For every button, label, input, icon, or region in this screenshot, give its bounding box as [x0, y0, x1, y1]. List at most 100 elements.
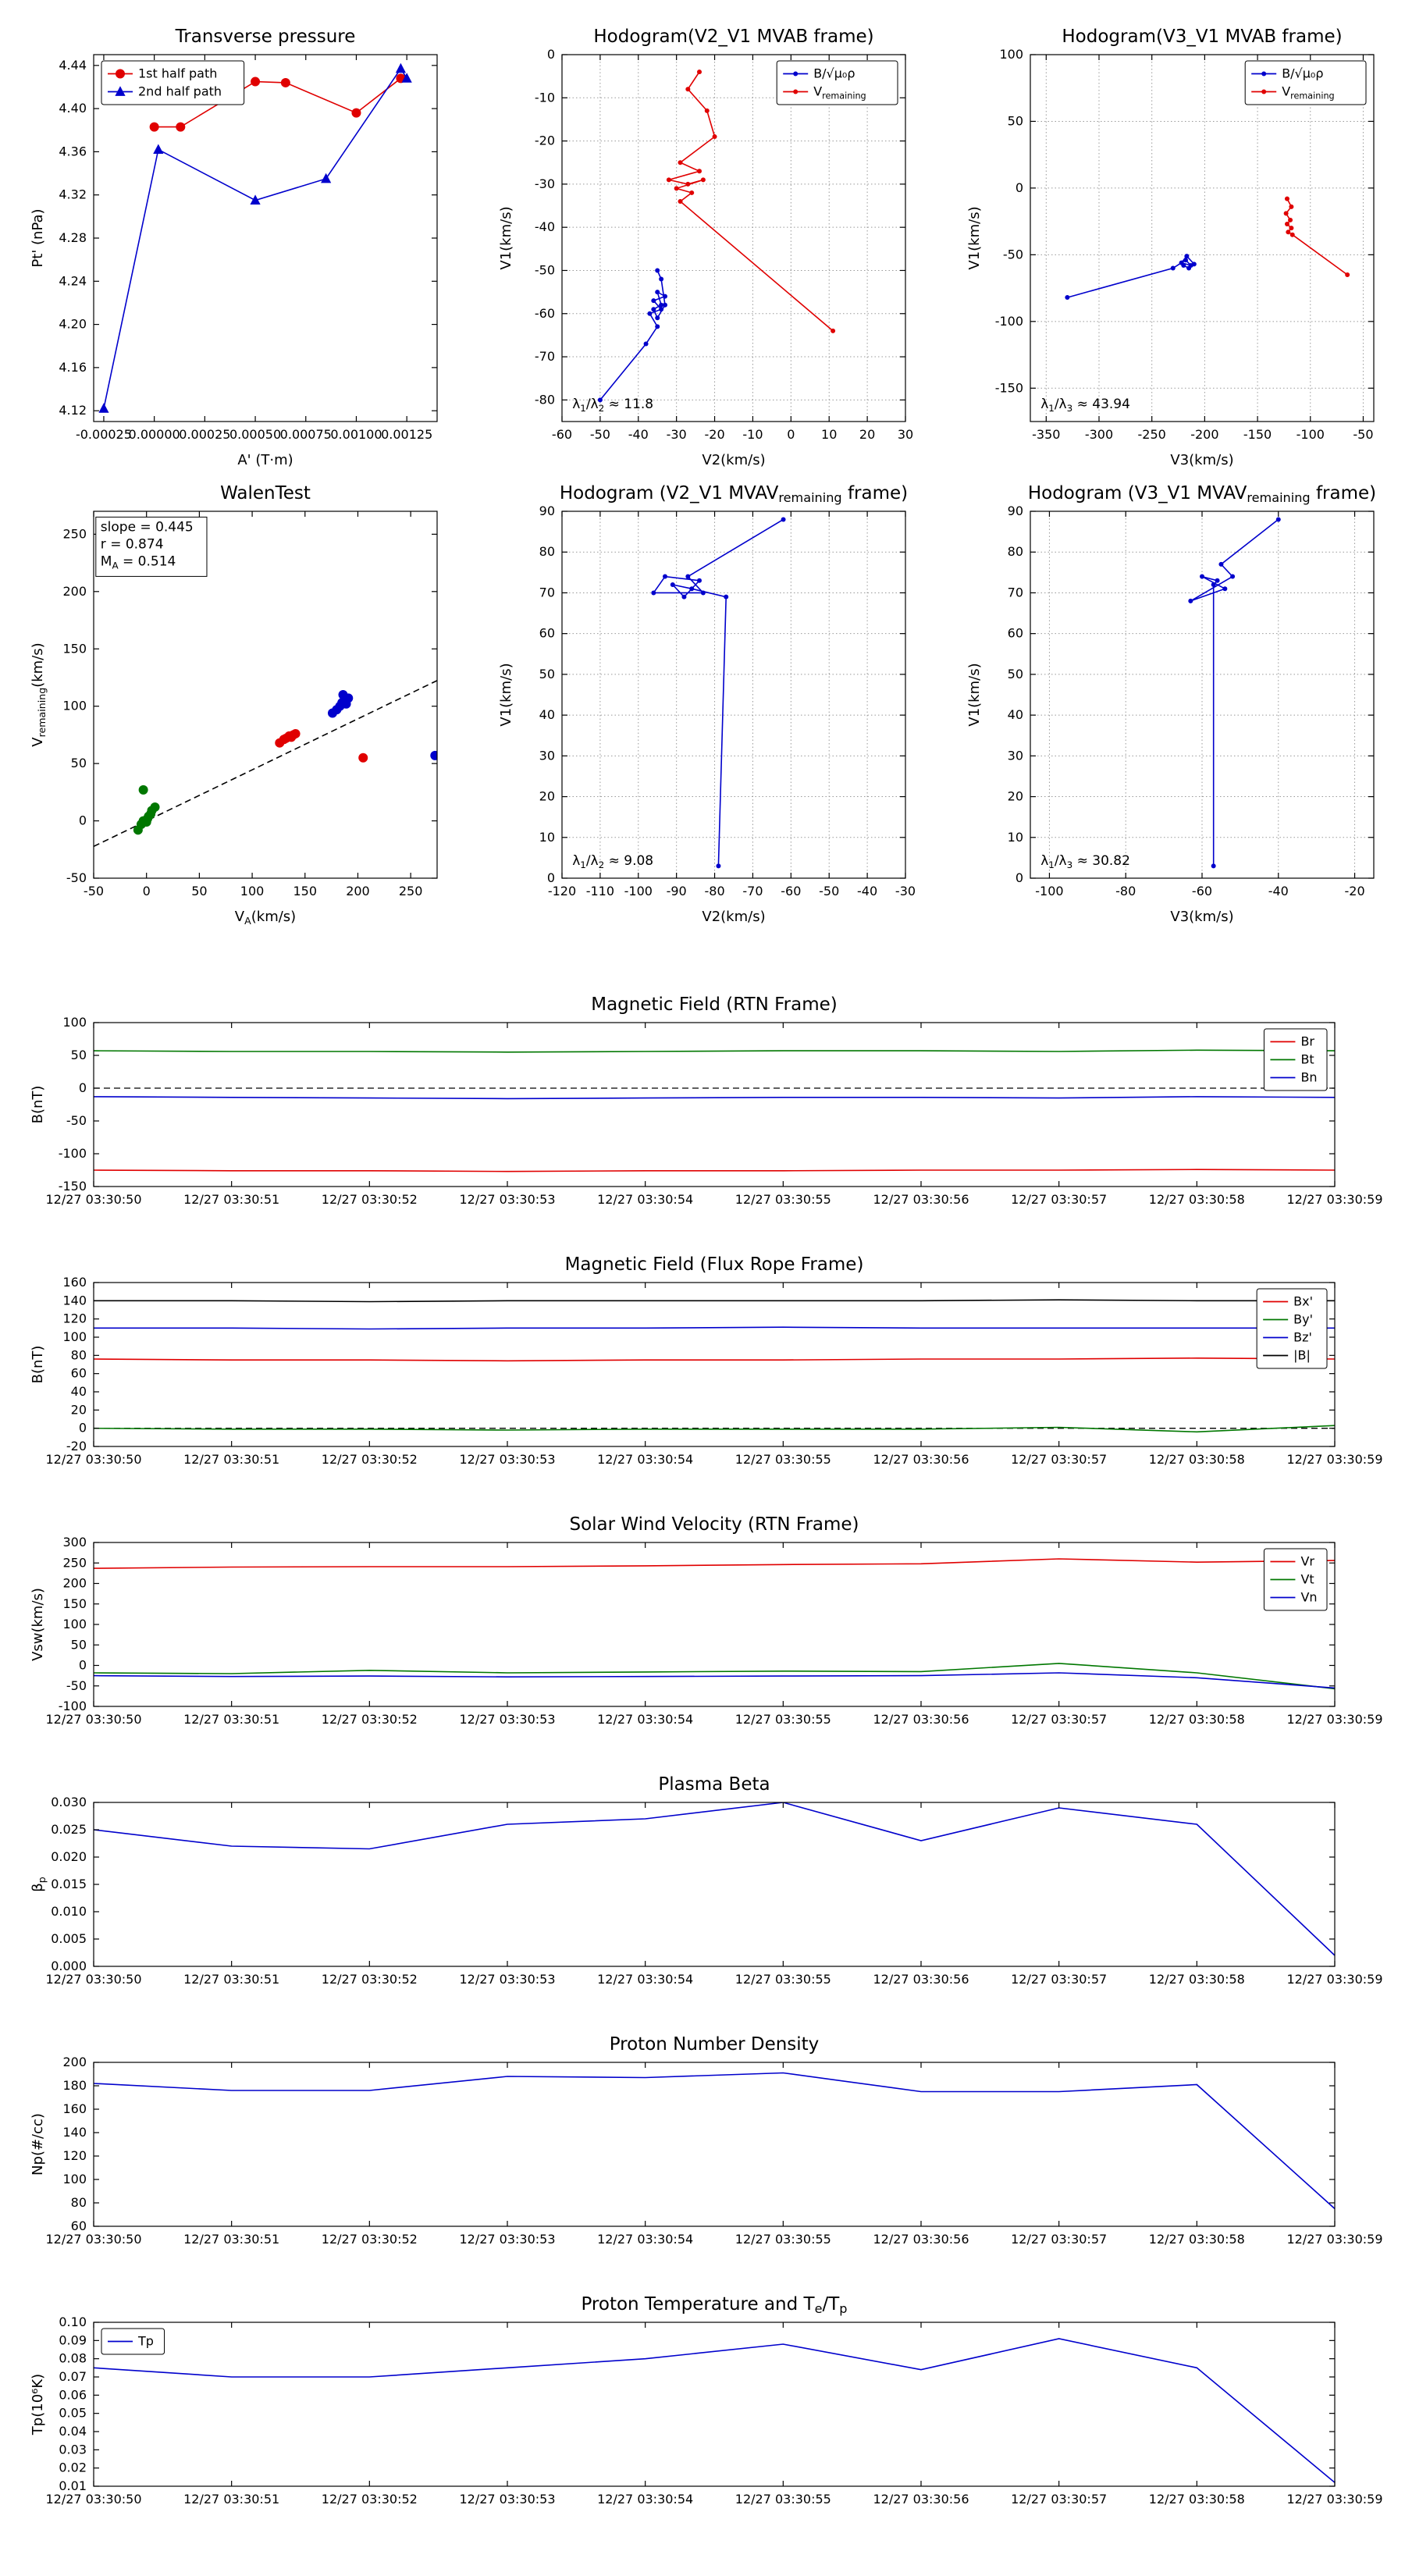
series-br — [94, 1169, 1335, 1172]
markers-b-hodogram — [651, 517, 786, 869]
svg-text:-250: -250 — [1138, 427, 1166, 442]
x-axis-label: V3(km/s) — [1170, 909, 1233, 925]
series-vr — [94, 1558, 1335, 1569]
axes-frame — [93, 2322, 1336, 2487]
svg-text:r = 0.874: r = 0.874 — [101, 536, 164, 552]
svg-text:90: 90 — [539, 503, 555, 518]
ticks — [93, 1802, 1336, 1967]
svg-text:-20: -20 — [535, 133, 555, 148]
ticks — [93, 2062, 1336, 2227]
ticks — [94, 55, 437, 422]
y-axis-label: Np(#/cc) — [30, 2113, 46, 2176]
svg-text:0: 0 — [79, 1080, 87, 1095]
svg-text:-40: -40 — [628, 427, 649, 442]
series-vn — [94, 1672, 1335, 1689]
svg-text:-40: -40 — [535, 219, 555, 234]
svg-text:10: 10 — [821, 427, 837, 442]
svg-text:12/27 03:30:53: 12/27 03:30:53 — [459, 1452, 555, 1467]
svg-text:12/27 03:30:58: 12/27 03:30:58 — [1149, 1712, 1245, 1727]
axes-frame — [1030, 54, 1375, 422]
svg-text:4.32: 4.32 — [59, 187, 87, 202]
svg-text:12/27 03:30:54: 12/27 03:30:54 — [597, 1452, 693, 1467]
series-group — [94, 1299, 1335, 1433]
chart-title: Hodogram(V3_V1 MVAB frame) — [1062, 27, 1342, 47]
y-axis-label: V1(km/s) — [966, 206, 983, 269]
svg-text:By': By' — [1293, 1312, 1313, 1327]
ytick-labels: 4.12 4.16 4.20 4.24 4.28 4.32 4.36 4.40 4.44 — [59, 58, 87, 418]
svg-text:12/27 03:30:59: 12/27 03:30:59 — [1286, 1712, 1382, 1727]
svg-text:12/27 03:30:56: 12/27 03:30:56 — [873, 2492, 969, 2507]
xtick-labels: -50 0 50 100 150 200 250 — [84, 884, 422, 898]
svg-text:12/27 03:30:52: 12/27 03:30:52 — [322, 2232, 418, 2247]
svg-text:4.44: 4.44 — [59, 58, 87, 73]
svg-text:200: 200 — [62, 584, 87, 599]
gridlines — [1030, 511, 1374, 879]
gridlines — [1030, 54, 1374, 422]
svg-text:-10: -10 — [535, 90, 555, 105]
ytick-labels: -80 -70 -60 -50 -40 -30 -20 -10 0 — [535, 47, 555, 407]
svg-text:12/27 03:30:52: 12/27 03:30:52 — [322, 2492, 418, 2507]
svg-text:150: 150 — [293, 884, 317, 898]
svg-text:0.00050: 0.00050 — [229, 427, 281, 442]
svg-text:-100: -100 — [995, 314, 1023, 329]
svg-text:12/27 03:30:56: 12/27 03:30:56 — [873, 1452, 969, 1467]
svg-text:-50: -50 — [535, 262, 555, 277]
ticks — [93, 1282, 1336, 1447]
markers-second-half-path — [98, 62, 412, 413]
axes-frame — [93, 2062, 1336, 2227]
series-group — [1065, 196, 1350, 301]
svg-text:4.20: 4.20 — [59, 317, 87, 332]
gridlines — [561, 511, 906, 879]
xtick-labels: 12/27 03:30:50 12/27 03:30:51 12/27 03:30:… — [45, 1712, 1382, 1727]
svg-text:12/27 03:30:52: 12/27 03:30:52 — [322, 1972, 418, 1987]
svg-text:12/27 03:30:58: 12/27 03:30:58 — [1149, 2232, 1245, 2247]
xtick-labels: 12/27 03:30:50 12/27 03:30:51 12/27 03:30:… — [45, 1972, 1382, 1987]
chart-title: Magnetic Field (RTN Frame) — [591, 994, 838, 1015]
svg-text:30: 30 — [539, 748, 555, 763]
svg-text:12/27 03:30:52: 12/27 03:30:52 — [322, 1452, 418, 1467]
plot-transverse-pressure: -0.00025 0.00000 0.00025 0.00050 0.00075 0.00… — [23, 12, 453, 480]
xtick-labels: 12/27 03:30:50 12/27 03:30:51 12/27 03:30:… — [45, 2492, 1382, 2507]
svg-text:300: 300 — [62, 1535, 87, 1550]
svg-text:0.000: 0.000 — [51, 1959, 87, 1973]
svg-text:150: 150 — [62, 1596, 87, 1611]
svg-text:12/27 03:30:51: 12/27 03:30:51 — [183, 2232, 279, 2247]
axes-frame — [93, 1282, 1336, 1447]
ytick-labels: -150 -100 -50 0 50 100 — [995, 47, 1023, 395]
series-group — [94, 1802, 1335, 1956]
svg-text:0: 0 — [79, 813, 87, 828]
markers-first-half-path — [149, 73, 406, 132]
svg-text:20: 20 — [859, 427, 875, 442]
svg-text:12/27 03:30:50: 12/27 03:30:50 — [45, 2232, 141, 2247]
chart-title: Hodogram (V2_V1 MVAVremaining frame) — [560, 483, 908, 505]
y-axis-label: V1(km/s) — [498, 206, 514, 269]
svg-text:1st half path: 1st half path — [138, 66, 217, 81]
svg-text:0.10: 0.10 — [59, 2314, 87, 2329]
y-axis-label: Pt' (nPa) — [30, 208, 46, 267]
svg-text:-70: -70 — [535, 349, 555, 364]
chart-title: Plasma Beta — [658, 1774, 770, 1795]
svg-text:12/27 03:30:56: 12/27 03:30:56 — [873, 2232, 969, 2247]
svg-text:0: 0 — [787, 427, 795, 442]
svg-text:0.00125: 0.00125 — [381, 427, 432, 442]
series-group — [651, 517, 786, 869]
svg-text:12/27 03:30:55: 12/27 03:30:55 — [735, 2492, 831, 2507]
chart-title: Proton Number Density — [610, 2034, 820, 2055]
chart-p10: 12/27 03:30:50 12/27 03:30:51 12/27 03:30:… — [30, 1774, 1383, 1987]
ytick-labels: -150 -100 -50 0 50 100 — [59, 1015, 87, 1194]
svg-text:12/27 03:30:56: 12/27 03:30:56 — [873, 1192, 969, 1207]
svg-text:12/27 03:30:58: 12/27 03:30:58 — [1149, 1972, 1245, 1987]
svg-text:0.015: 0.015 — [51, 1877, 87, 1891]
svg-text:0.03: 0.03 — [59, 2442, 87, 2457]
chart-p12: 12/27 03:30:50 12/27 03:30:51 12/27 03:30:… — [30, 2294, 1383, 2507]
svg-text:12/27 03:30:55: 12/27 03:30:55 — [735, 2232, 831, 2247]
svg-text:0.09: 0.09 — [59, 2332, 87, 2347]
svg-text:λ1/λ2 ≈ 11.8: λ1/λ2 ≈ 11.8 — [572, 397, 653, 414]
svg-text:|B|: |B| — [1293, 1348, 1311, 1363]
series-beta — [94, 1802, 1335, 1956]
svg-text:30: 30 — [898, 427, 913, 442]
svg-text:-50: -50 — [66, 1678, 87, 1693]
svg-text:Vt: Vt — [1300, 1572, 1314, 1587]
chart-title: WalenTest — [220, 483, 311, 503]
svg-text:40: 40 — [71, 1384, 87, 1399]
